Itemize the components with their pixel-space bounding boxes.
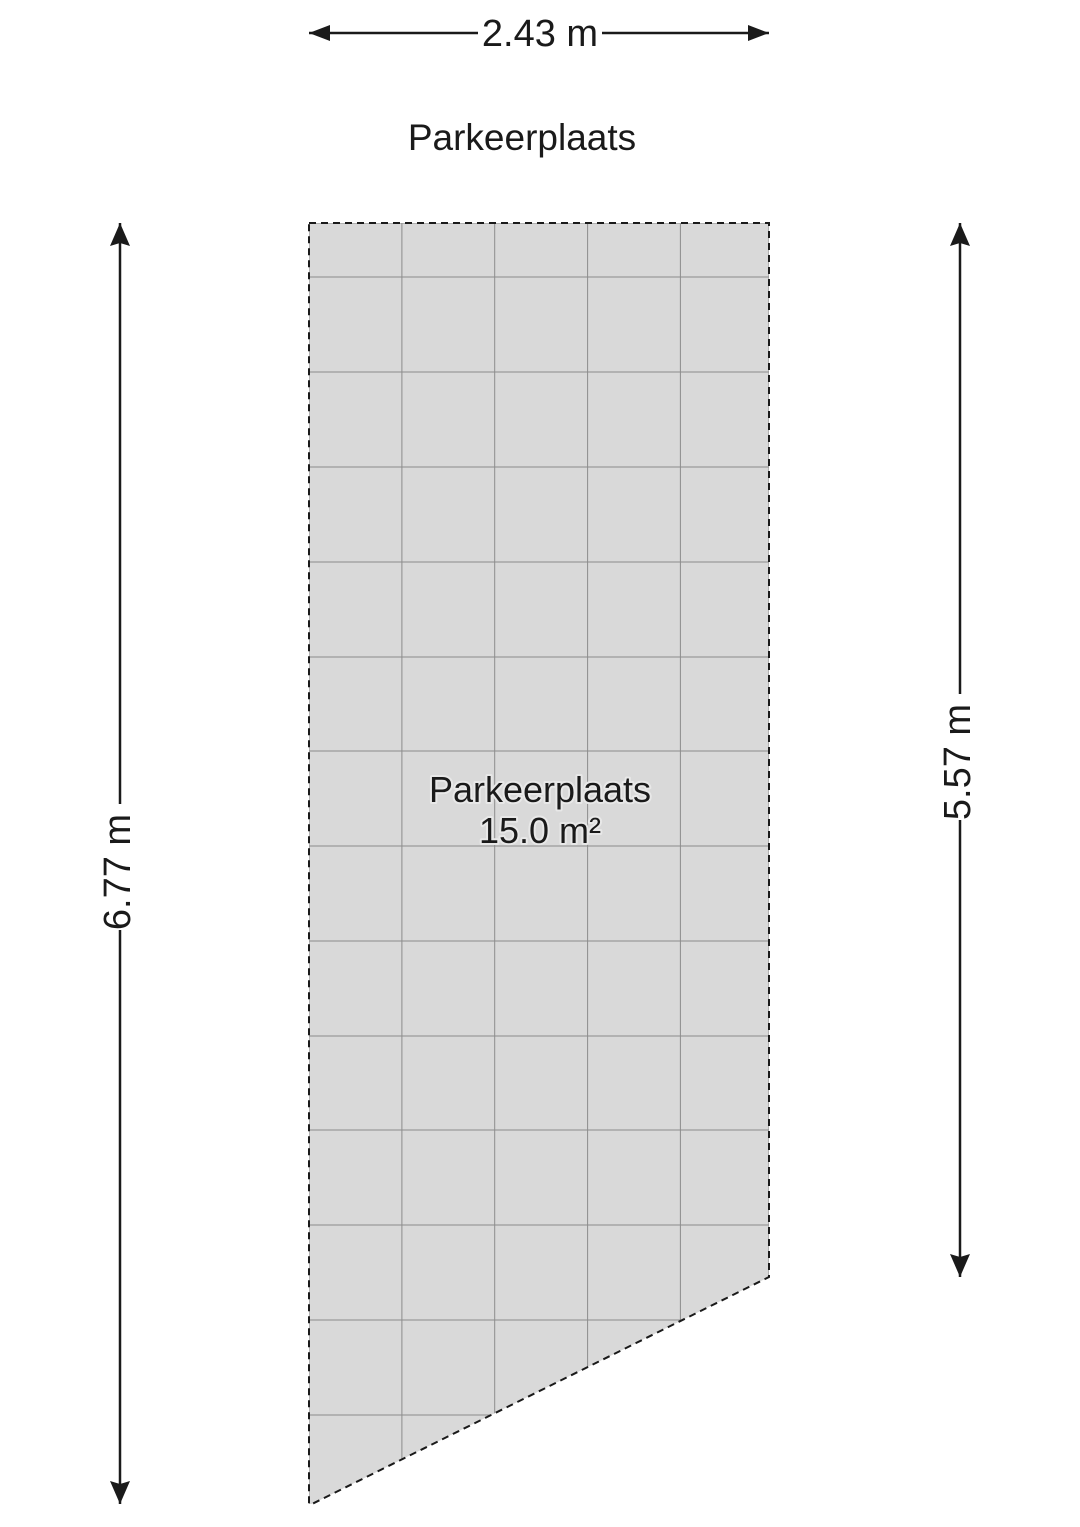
svg-text:Parkeerplaats: Parkeerplaats bbox=[429, 769, 651, 810]
svg-text:6.77 m: 6.77 m bbox=[97, 814, 139, 930]
svg-text:15.0 m²: 15.0 m² bbox=[479, 810, 601, 851]
svg-text:2.43 m: 2.43 m bbox=[482, 13, 598, 55]
svg-text:Parkeerplaats: Parkeerplaats bbox=[408, 117, 636, 158]
svg-text:5.57 m: 5.57 m bbox=[937, 704, 979, 820]
